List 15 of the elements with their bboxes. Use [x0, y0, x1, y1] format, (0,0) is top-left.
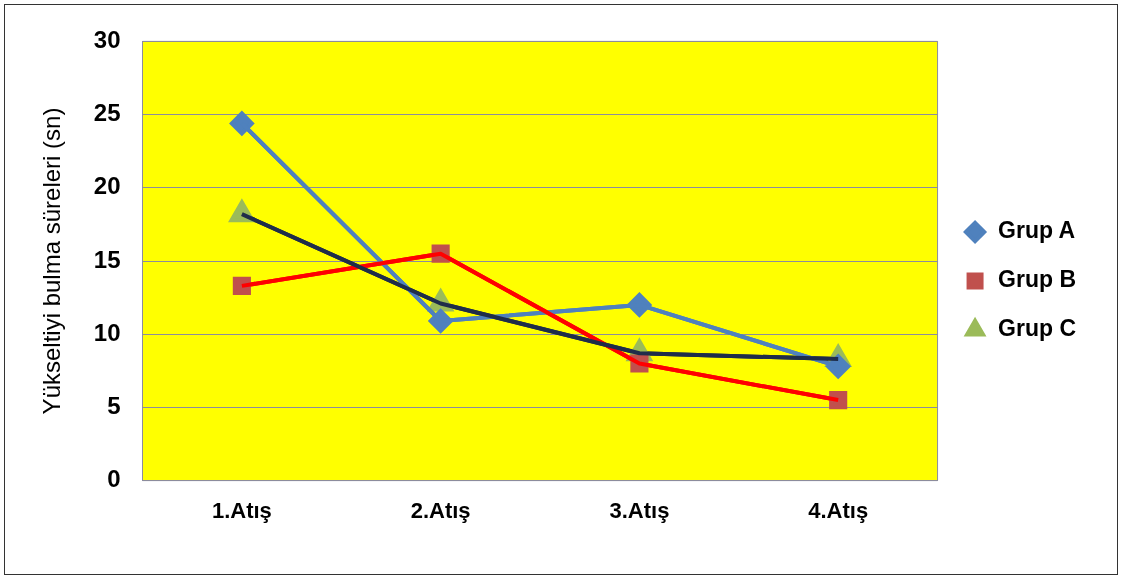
- y-tick-label: 30: [93, 26, 121, 54]
- y-tick-label: 10: [93, 318, 121, 346]
- legend-label: Grup A: [998, 217, 1076, 244]
- x-tick-label: 2.Atış: [410, 497, 471, 523]
- y-tick-label: 25: [93, 99, 121, 127]
- y-tick-label: 15: [93, 245, 121, 273]
- x-tick-label: 3.Atış: [609, 497, 670, 523]
- y-axis-title: Yükseltiyi bulma süreleri (sn): [38, 107, 66, 415]
- x-tick-label: 1.Atış: [211, 497, 272, 523]
- x-tick-label: 4.Atış: [808, 497, 869, 523]
- y-tick-label: 20: [93, 172, 121, 200]
- y-tick-label: 5: [107, 392, 121, 420]
- y-tick-label: 0: [107, 465, 121, 493]
- legend-label: Grup C: [998, 315, 1077, 342]
- legend-label: Grup B: [998, 266, 1077, 293]
